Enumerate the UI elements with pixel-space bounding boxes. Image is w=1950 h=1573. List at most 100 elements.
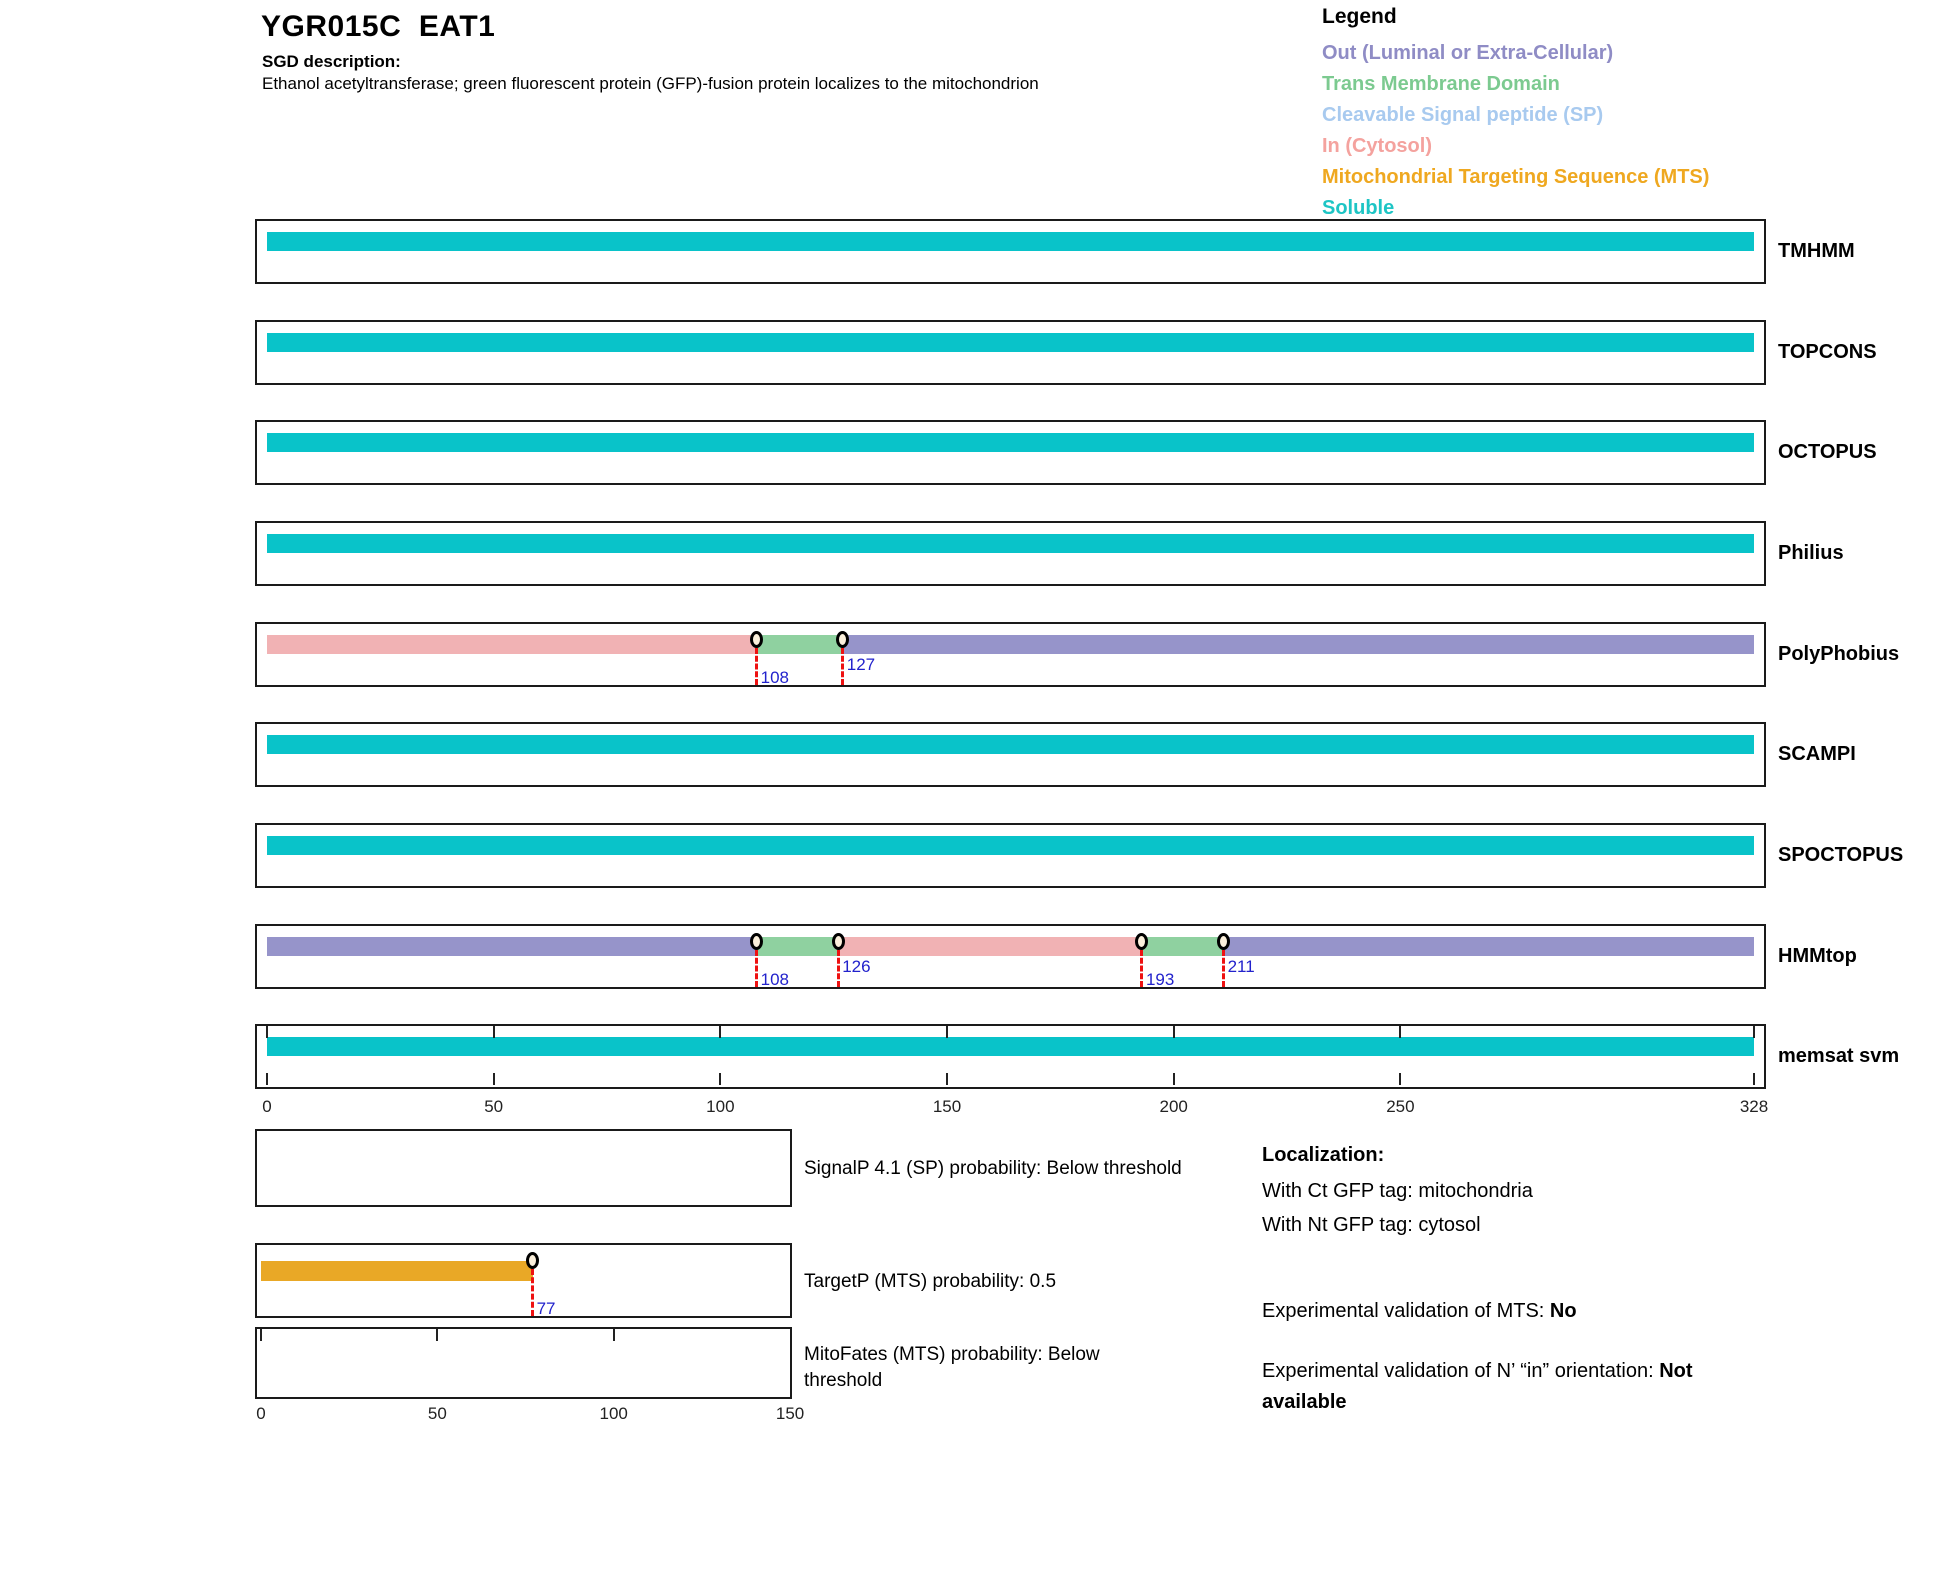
- axis-tick-label: 100: [599, 1404, 628, 1423]
- ruler-tick: [612, 1329, 615, 1341]
- panel-box-mitofates: [255, 1327, 792, 1399]
- track-box-scampi: [255, 722, 1766, 787]
- segment-soluble: [267, 1037, 1754, 1056]
- boundary-marker: [1217, 933, 1231, 950]
- ruler-tick: [1172, 1073, 1175, 1085]
- axis-tick-label: 328: [1739, 1097, 1769, 1116]
- axis-tick-label: 50: [484, 1097, 504, 1116]
- track-label-octopus: OCTOPUS: [1778, 441, 1877, 463]
- boundary-marker: [836, 631, 850, 648]
- panel-label-signalp: SignalP 4.1 (SP) probability: Below thre…: [804, 1158, 1182, 1179]
- axis-tick-label: 150: [775, 1404, 805, 1423]
- orientation-validation-value: Not available: [1262, 1360, 1693, 1413]
- track-box-tmhmm: [255, 219, 1766, 284]
- sgd-description-label: SGD description:: [262, 52, 401, 71]
- ruler-tick: [719, 1026, 722, 1038]
- legend-item-in: In (Cytosol): [1322, 135, 1432, 157]
- ruler-tick: [1753, 1026, 1755, 1038]
- ruler-tick: [946, 1026, 949, 1038]
- sgd-description-text: Ethanol acetyltransferase; green fluores…: [262, 74, 1039, 93]
- ruler-tick: [492, 1073, 495, 1085]
- legend-item-soluble: Soluble: [1322, 197, 1395, 219]
- track-box-topcons: [255, 320, 1766, 385]
- mts-validation-value: No: [1549, 1300, 1577, 1322]
- mts-validation-label: Experimental validation of MTS:: [1262, 1300, 1550, 1322]
- marker-line: [1140, 950, 1144, 987]
- boundary-marker: [831, 933, 845, 950]
- track-label-hmmtop: HMMtop: [1778, 945, 1857, 967]
- ruler-tick: [266, 1073, 268, 1085]
- segment-in: [267, 635, 757, 654]
- segment-tm: [1141, 937, 1224, 956]
- marker-line: [836, 950, 840, 987]
- legend-item-sp: Cleavable Signal peptide (SP): [1322, 104, 1604, 126]
- ruler-tick: [1399, 1026, 1402, 1038]
- ruler-tick: [1753, 1073, 1755, 1085]
- marker-label: 108: [760, 970, 789, 989]
- legend-item-out: Out (Luminal or Extra-Cellular): [1322, 42, 1614, 64]
- track-label-memsat-svm: memsat svm: [1778, 1045, 1900, 1067]
- segment-soluble: [267, 735, 1754, 754]
- track-box-philius: [255, 521, 1766, 586]
- boundary-marker: [750, 631, 764, 648]
- segment-out: [842, 635, 1754, 654]
- track-label-spoctopus: SPOCTOPUS: [1778, 844, 1904, 866]
- segment-tm: [756, 937, 839, 956]
- ruler-tick: [719, 1073, 722, 1085]
- panel-label-targetp: TargetP (MTS) probability: 0.5: [804, 1270, 1057, 1292]
- panel-bar-mts: [261, 1261, 533, 1281]
- track-box-memsat-svm: [255, 1024, 1766, 1089]
- marker-label: 126: [842, 957, 871, 976]
- axis-tick-label: 100: [706, 1097, 735, 1116]
- segment-soluble: [267, 433, 1754, 452]
- track-label-polyphobius: PolyPhobius: [1778, 643, 1900, 665]
- boundary-marker: [750, 933, 764, 950]
- segment-out: [267, 937, 757, 956]
- ruler-tick: [1399, 1073, 1402, 1085]
- panel-label-mitofates: MitoFates (MTS) probability: Below thres…: [804, 1344, 1100, 1391]
- ruler-tick: [1172, 1026, 1175, 1038]
- marker-line: [1222, 950, 1226, 987]
- segment-in: [838, 937, 1142, 956]
- track-box-polyphobius: [255, 622, 1766, 687]
- track-label-topcons: TOPCONS: [1778, 341, 1877, 363]
- marker-label: 211: [1227, 957, 1255, 976]
- legend-item-tm: Trans Membrane Domain: [1322, 73, 1560, 95]
- marker-line: [755, 648, 759, 685]
- marker-label: 193: [1145, 970, 1175, 989]
- axis-tick-label: 50: [427, 1404, 447, 1423]
- track-box-hmmtop: [255, 924, 1766, 989]
- page-title: YGR015C EAT1: [261, 10, 496, 43]
- marker-label: 108: [760, 668, 789, 687]
- localization-nt-line: With Nt GFP tag: cytosol: [1262, 1214, 1481, 1236]
- track-box-octopus: [255, 420, 1766, 485]
- axis-tick-label: 0: [262, 1097, 272, 1116]
- orientation-validation-label: Experimental validation of N’ “in” orien…: [1262, 1360, 1660, 1382]
- segment-soluble: [267, 836, 1754, 855]
- localization-ct-line: With Ct GFP tag: mitochondria: [1262, 1180, 1533, 1202]
- track-box-spoctopus: [255, 823, 1766, 888]
- ruler-tick: [492, 1026, 495, 1038]
- boundary-marker: [526, 1252, 540, 1269]
- marker-line: [755, 950, 759, 987]
- boundary-marker: [1135, 933, 1149, 950]
- track-label-tmhmm: TMHMM: [1778, 240, 1855, 262]
- marker-label: 127: [846, 655, 876, 674]
- legend: Legend Out (Luminal or Extra-Cellular) T…: [1322, 5, 1709, 224]
- ruler-tick: [436, 1329, 439, 1341]
- panel-box-signalp: [255, 1129, 792, 1207]
- mts-validation-line: Experimental validation of MTS: No: [1262, 1300, 1577, 1323]
- ruler-tick: [946, 1073, 949, 1085]
- segment-out: [1223, 937, 1754, 956]
- axis-tick-label: 250: [1386, 1097, 1415, 1116]
- marker-line: [841, 648, 845, 685]
- ruler-tick: [266, 1026, 268, 1038]
- orientation-validation-line: Experimental validation of N’ “in” orien…: [1262, 1356, 1742, 1418]
- segment-soluble: [267, 534, 1754, 553]
- legend-item-mts: Mitochondrial Targeting Sequence (MTS): [1322, 166, 1710, 188]
- legend-title: Legend: [1322, 5, 1397, 28]
- track-label-philius: Philius: [1778, 542, 1844, 564]
- axis-tick-label: 150: [932, 1097, 962, 1116]
- track-label-scampi: SCAMPI: [1778, 743, 1856, 765]
